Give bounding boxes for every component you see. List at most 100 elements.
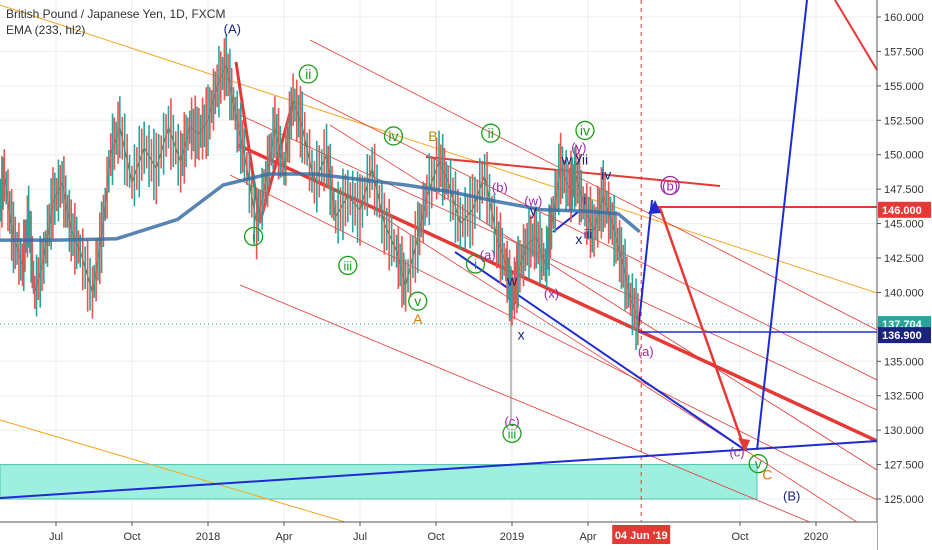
wave-label: x bbox=[575, 231, 582, 247]
support-zone bbox=[0, 464, 758, 500]
wave-label-circle bbox=[298, 64, 318, 84]
x-tick-label: Jul bbox=[353, 531, 367, 543]
y-tick-label: 135.000 bbox=[884, 356, 924, 368]
drawings-layer bbox=[0, 0, 877, 522]
main-channel-line bbox=[237, 143, 877, 443]
channel-line bbox=[239, 114, 877, 411]
wave-label: ii bbox=[488, 125, 494, 141]
indicator-label: EMA (233, hl2) bbox=[6, 23, 86, 37]
arrow-head bbox=[648, 200, 661, 214]
wave-label: iii bbox=[508, 426, 517, 441]
x-tick-label: Apr bbox=[579, 531, 596, 543]
y-tick-label: 125.000 bbox=[884, 494, 924, 506]
wave-label: v bbox=[414, 293, 421, 309]
wave-label: (a) bbox=[638, 344, 654, 359]
wave-label-circle bbox=[408, 291, 428, 311]
date-badge-label: 04 Jun '19 bbox=[615, 530, 668, 542]
wave-label: C bbox=[762, 467, 772, 483]
wave-label: y bbox=[575, 149, 582, 165]
wave-label: (b) bbox=[662, 179, 678, 194]
wave-label-circle bbox=[748, 454, 768, 474]
wave-label: (b) bbox=[492, 180, 508, 195]
blue-projection-line bbox=[756, 0, 808, 451]
y-tick-label: 140.000 bbox=[884, 287, 924, 299]
price-badge-label: 136.900 bbox=[882, 330, 922, 342]
wave-label: iv bbox=[580, 122, 590, 138]
x-tick-label: Apr bbox=[275, 531, 292, 543]
wave-label: iv bbox=[388, 128, 398, 144]
wave-label: iii bbox=[584, 227, 593, 242]
wave-label: ii bbox=[582, 151, 588, 167]
wave-label-circle bbox=[383, 126, 404, 146]
wave-label: i bbox=[474, 256, 477, 272]
price-badge bbox=[878, 201, 931, 218]
x-tick-label: 2018 bbox=[196, 531, 220, 543]
ema-line bbox=[0, 172, 641, 242]
wave-label: (x) bbox=[544, 286, 559, 301]
y-tick-label: 130.000 bbox=[884, 425, 924, 437]
date-badge bbox=[612, 525, 671, 544]
projection-line bbox=[834, 0, 877, 71]
x-tick-label: 2020 bbox=[804, 531, 828, 543]
wave-label-circle bbox=[465, 254, 486, 274]
channel-line bbox=[239, 284, 811, 522]
price-layer bbox=[0, 34, 641, 350]
wave-label-circle bbox=[481, 123, 501, 143]
y-tick-label: 155.000 bbox=[884, 81, 924, 93]
channel-line bbox=[309, 39, 877, 331]
arrow-head bbox=[738, 438, 750, 452]
channel-line bbox=[379, 214, 858, 522]
blue-projection-line bbox=[454, 251, 746, 451]
x-axis-bg bbox=[0, 522, 877, 550]
wave-label: iii bbox=[344, 258, 353, 273]
wave-label-circle bbox=[243, 226, 264, 247]
y-tick-label: 152.500 bbox=[884, 115, 924, 127]
y-tick-label: 127.500 bbox=[884, 460, 924, 472]
channel-line bbox=[329, 124, 877, 471]
orange-trend-line bbox=[0, 419, 347, 522]
wave-label: v bbox=[755, 456, 762, 472]
wave-label: (w) bbox=[524, 194, 542, 209]
x-tick-label: Oct bbox=[123, 531, 140, 543]
wave-label: (a) bbox=[480, 247, 496, 262]
y-tick-label: 132.500 bbox=[884, 391, 924, 403]
wave-label: ii bbox=[305, 66, 311, 82]
chart-title: British Pound / Japanese Yen, 1D, FXCM bbox=[6, 7, 226, 21]
wave-label: x bbox=[518, 326, 525, 342]
wave-label: B bbox=[428, 128, 437, 144]
legend: British Pound / Japanese Yen, 1D, FXCM E… bbox=[6, 6, 225, 38]
price-badge bbox=[878, 327, 931, 344]
blue-projection-line bbox=[552, 211, 579, 233]
wave-label: (y) bbox=[571, 140, 586, 155]
wave-label: w bbox=[561, 151, 573, 167]
wave-label: i bbox=[252, 228, 255, 244]
x-tick-label: Jul bbox=[49, 531, 63, 543]
wave-label: (B) bbox=[783, 488, 800, 503]
x-tick-label: Oct bbox=[731, 531, 748, 543]
blue-projection-line bbox=[637, 199, 653, 333]
y-tick-label: 157.500 bbox=[884, 46, 924, 58]
wave-label-circle bbox=[502, 423, 522, 444]
wave-label: (A) bbox=[224, 22, 241, 37]
red-projection-line bbox=[658, 207, 747, 451]
x-tick-label: 2019 bbox=[500, 531, 524, 543]
y-axis-bg bbox=[877, 0, 932, 550]
price-badge-label: 146.000 bbox=[882, 205, 922, 217]
blue-trend-line bbox=[0, 440, 877, 499]
wave-label: (c) bbox=[729, 444, 744, 459]
wave-label-circle bbox=[575, 120, 595, 141]
wave-label: w bbox=[506, 273, 518, 289]
y-tick-label: 145.000 bbox=[884, 219, 924, 231]
wave-label: i bbox=[583, 191, 586, 207]
x-tick-label: Oct bbox=[427, 531, 444, 543]
wave-label-circle bbox=[338, 255, 358, 276]
wave-label: y bbox=[530, 202, 537, 218]
y-tick-label: 142.500 bbox=[884, 253, 924, 265]
wave-label: A bbox=[413, 311, 423, 327]
y-tick-label: 160.000 bbox=[884, 12, 924, 24]
wave-label: iv bbox=[601, 167, 611, 183]
y-tick-label: 147.500 bbox=[884, 184, 924, 196]
